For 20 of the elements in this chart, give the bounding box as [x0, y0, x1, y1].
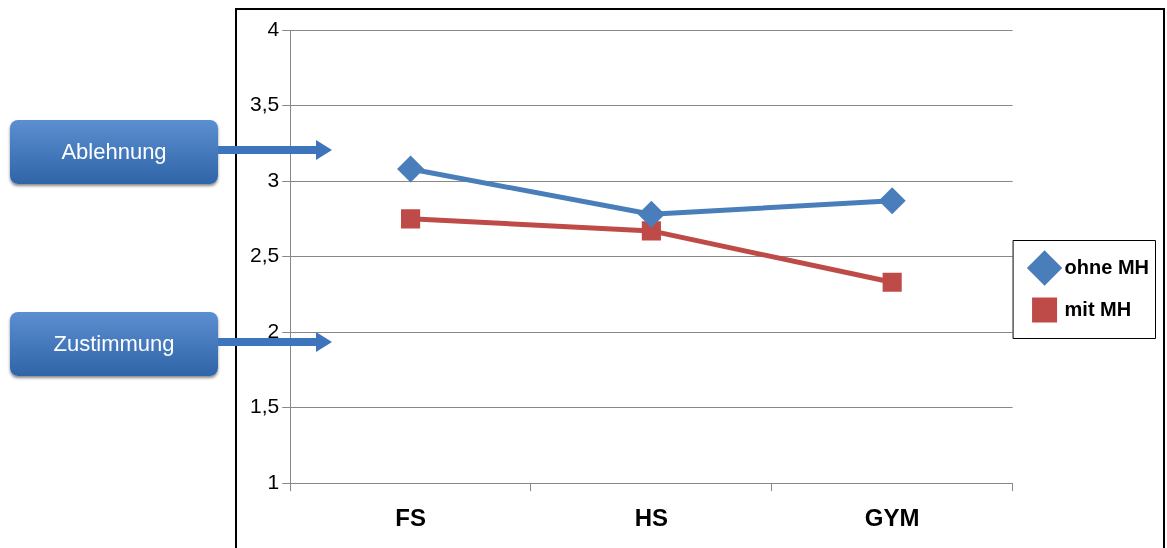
y-tick-label: 1,5 — [249, 394, 280, 418]
y-tick-label: 3,5 — [249, 92, 280, 116]
text: Ablehnung — [10, 120, 218, 184]
y-tick-label: 1 — [267, 470, 280, 493]
point — [398, 156, 424, 182]
x-tick-label: FS — [395, 504, 426, 532]
legend-label: mit MH — [1064, 297, 1132, 320]
point — [638, 201, 664, 227]
y-tick-label: 2 — [267, 318, 280, 342]
x-tick-label: HS — [634, 504, 669, 532]
y-tick-label: 4 — [267, 16, 280, 40]
point — [879, 188, 905, 214]
y-tick-label: 2,5 — [249, 243, 280, 267]
y-tick-label: 3 — [267, 167, 280, 191]
point — [882, 272, 902, 292]
point — [401, 209, 421, 229]
text: Zustimmung — [10, 312, 218, 376]
point — [641, 221, 661, 241]
legend-label: ohne MH — [1064, 255, 1149, 278]
x-tick-label: GYM — [864, 504, 920, 532]
